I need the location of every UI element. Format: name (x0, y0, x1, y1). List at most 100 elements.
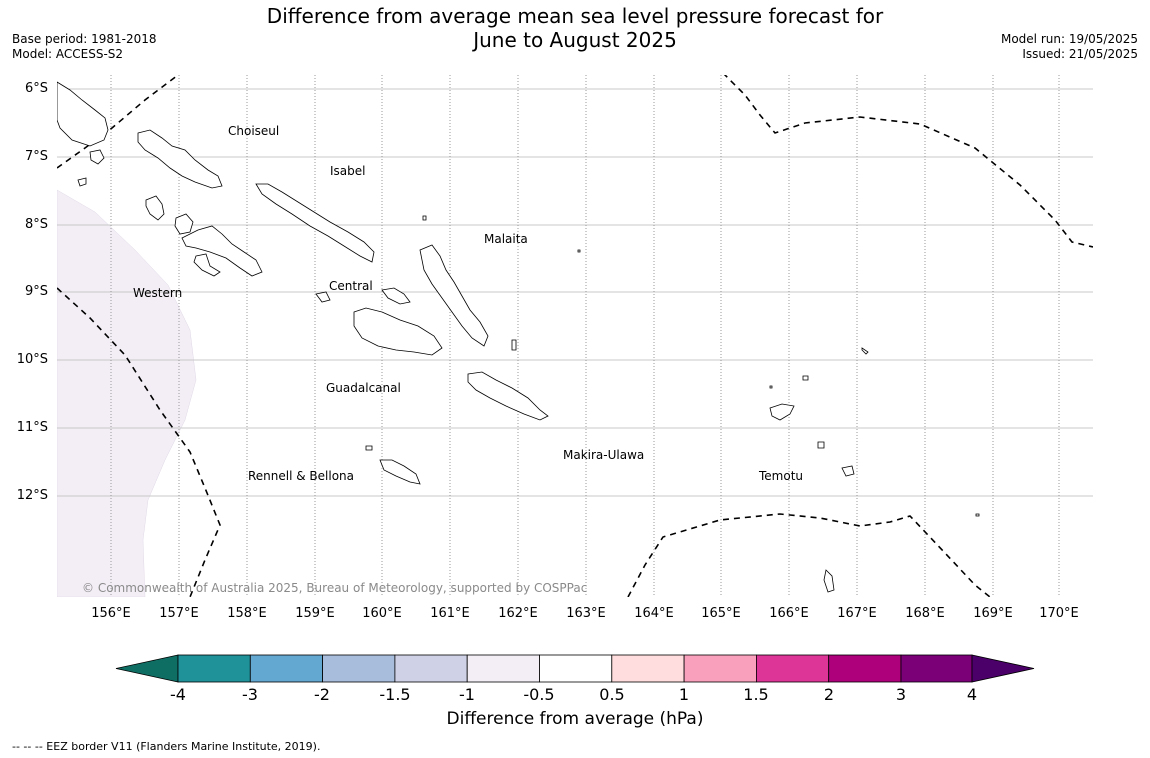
island-bellona (365, 445, 373, 451)
latitude-gridlines (57, 88, 1093, 497)
lon-label-165e: 165°E (701, 606, 741, 621)
lon-label-169e: 169°E (973, 606, 1013, 621)
colorbar-segment (322, 654, 396, 683)
colorbar-segment (466, 654, 540, 683)
lat-label-11s: 11°S (16, 420, 48, 435)
island-kolombangara (174, 213, 194, 235)
title-line-1: Difference from average mean sea level p… (266, 4, 884, 28)
colorbar-arrow-left (115, 654, 179, 683)
lon-label-160e: 160°E (362, 606, 402, 621)
lon-label-159e: 159°E (295, 606, 335, 621)
lat-label-10s: 10°S (16, 352, 48, 367)
eez-borders (57, 75, 1093, 597)
islands (57, 81, 980, 593)
region-label-isabel: Isabel (330, 164, 366, 178)
meta-left: Base period: 1981-2018 Model: ACCESS-S2 (12, 32, 157, 62)
colorbar-title: Difference from average (hPa) (446, 709, 704, 729)
colorbar-label: 4 (966, 685, 978, 704)
region-label-temotu: Temotu (759, 469, 804, 483)
longitude-gridlines (110, 75, 1060, 597)
copyright-notice: © Commonwealth of Australia 2025, Bureau… (82, 581, 588, 595)
lon-label-162e: 162°E (498, 606, 538, 621)
island-temotu-small-2 (841, 465, 855, 477)
lat-label-8s: 8°S (24, 217, 48, 232)
lon-label-163e: 163°E (566, 606, 606, 621)
island-rendova (193, 253, 221, 277)
island-small-ne (861, 347, 869, 355)
island-small-malaita (511, 339, 517, 351)
island-isabel (255, 183, 375, 263)
island-ontong (577, 249, 581, 253)
meta-right: Model run: 19/05/2025 Issued: 21/05/2025 (1001, 32, 1138, 62)
colorbar-label: -2 (314, 685, 330, 704)
island-new-georgia (181, 225, 263, 277)
lon-label-164e: 164°E (634, 606, 674, 621)
region-label-central: Central (329, 279, 373, 293)
island-reef (769, 385, 773, 389)
island-florida (381, 287, 411, 305)
lon-label-156e: 156°E (91, 606, 131, 621)
title-line-2: June to August 2025 (473, 28, 677, 52)
colorbar-segment (900, 654, 973, 683)
colorbar-segment (539, 654, 613, 683)
colorbar-label: -3 (242, 685, 258, 704)
colorbar-segment (611, 654, 685, 683)
colorbar-segment (177, 654, 251, 683)
island-bougainville (57, 81, 109, 147)
island-santa-cruz (769, 403, 795, 421)
model-name: Model: ACCESS-S2 (12, 47, 124, 61)
colorbar-label: 1.5 (743, 685, 769, 704)
island-temotu-small-1 (817, 441, 825, 449)
colorbar-segment (249, 654, 324, 683)
colorbar-arrow-right (971, 654, 1035, 683)
island-small-east (975, 513, 980, 517)
island-anuta (823, 569, 835, 593)
island-makira (467, 371, 549, 421)
colorbar-label: 3 (895, 685, 907, 704)
island-buka (89, 149, 105, 165)
lat-label-9s: 9°S (24, 284, 48, 299)
lat-label-12s: 12°S (16, 488, 48, 503)
lon-label-158e: 158°E (227, 606, 267, 621)
colorbar-segment (394, 654, 468, 683)
region-label-choiseul: Choiseul (228, 124, 280, 138)
colorbar-label: 2 (823, 685, 835, 704)
region-label-guadalcanal: Guadalcanal (326, 381, 401, 395)
lat-label-7s: 7°S (24, 149, 48, 164)
colorbar-segment (756, 654, 830, 683)
island-rennell (379, 459, 421, 485)
base-period: Base period: 1981-2018 (12, 32, 157, 46)
colorbar-segment (683, 654, 757, 683)
lat-label-6s: 6°S (24, 81, 48, 96)
map-title: Difference from average mean sea level p… (0, 4, 1150, 52)
colorbar-label: -1 (459, 685, 475, 704)
colorbar-label: 0.5 (599, 685, 625, 704)
region-label-western: Western (133, 286, 183, 300)
colorbar-segment (828, 654, 902, 683)
footnote-eez: -- -- -- EEZ border V11 (Flanders Marine… (12, 740, 321, 753)
region-label-malaita: Malaita (484, 232, 528, 246)
lon-label-167e: 167°E (837, 606, 877, 621)
lon-label-168e: 168°E (905, 606, 945, 621)
region-label-rennell-bellona: Rennell & Bellona (248, 469, 355, 483)
island-small-north (422, 215, 427, 221)
lon-label-166e: 166°E (769, 606, 809, 621)
island-choiseul (137, 129, 223, 189)
model-run: Model run: 19/05/2025 (1000, 32, 1138, 46)
colorbar-label: -4 (170, 685, 186, 704)
lon-label-157e: 157°E (159, 606, 199, 621)
island-guadalcanal (353, 307, 443, 356)
island-duff (802, 375, 809, 381)
island-malaita (419, 244, 489, 347)
colorbar-label: -1.5 (379, 685, 411, 704)
colorbar-label: -0.5 (523, 685, 555, 704)
anomaly-shading (57, 189, 197, 597)
issued-date: Issued: 21/05/2025 (1022, 47, 1138, 61)
lon-label-170e: 170°E (1039, 606, 1079, 621)
colorbar-label: 1 (678, 685, 690, 704)
colorbar (115, 654, 1035, 683)
lon-label-161e: 161°E (430, 606, 470, 621)
island-small-west (77, 177, 87, 187)
island-russell (315, 291, 331, 303)
